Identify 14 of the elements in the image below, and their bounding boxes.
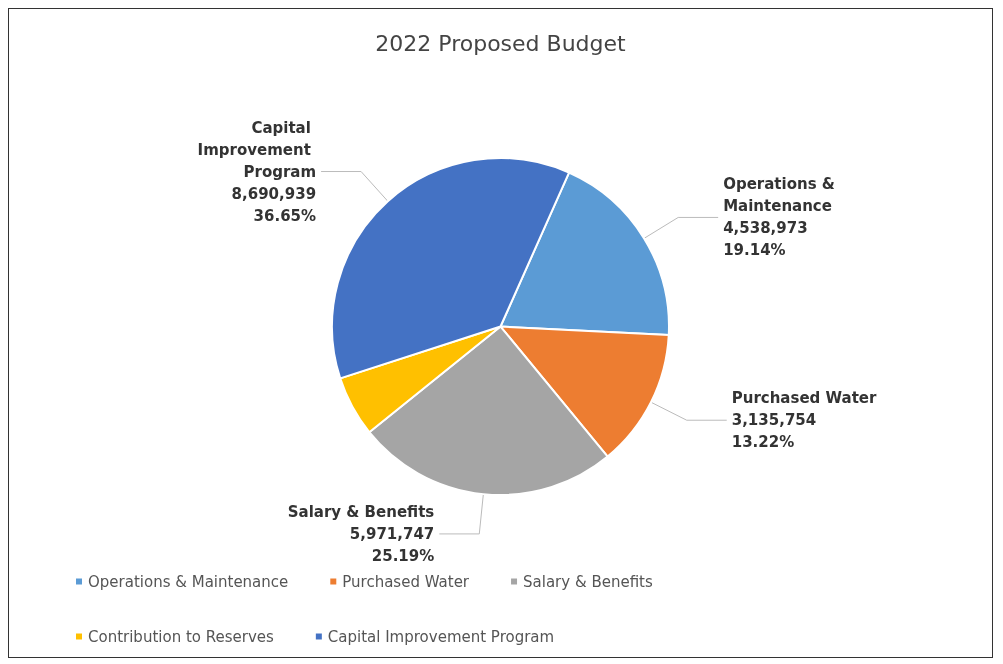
slice-label: Salary & Benefits [287, 502, 435, 521]
slice-label: Purchased Water [731, 389, 878, 408]
data-label: 8,690,939 36.65% [231, 184, 317, 225]
slice-label: Capital Improvement Program [197, 118, 317, 181]
legend-label: Salary & Benefits [523, 572, 653, 591]
data-label: 5,971,747 25.19% [349, 524, 435, 565]
slice-label: Operations & Maintenance [723, 175, 841, 216]
chart-title: 2022 Proposed Budget [375, 30, 627, 56]
legend-label: Capital Improvement Program [327, 627, 555, 646]
data-label: 3,135,754 13.22% [731, 411, 817, 452]
legend-label: Operations & Maintenance [88, 572, 289, 591]
legend-label: Purchased Water [342, 572, 470, 591]
data-label: 4,538,973 19.14% [723, 219, 808, 260]
legend-label: Contribution to Reserves [88, 627, 275, 646]
